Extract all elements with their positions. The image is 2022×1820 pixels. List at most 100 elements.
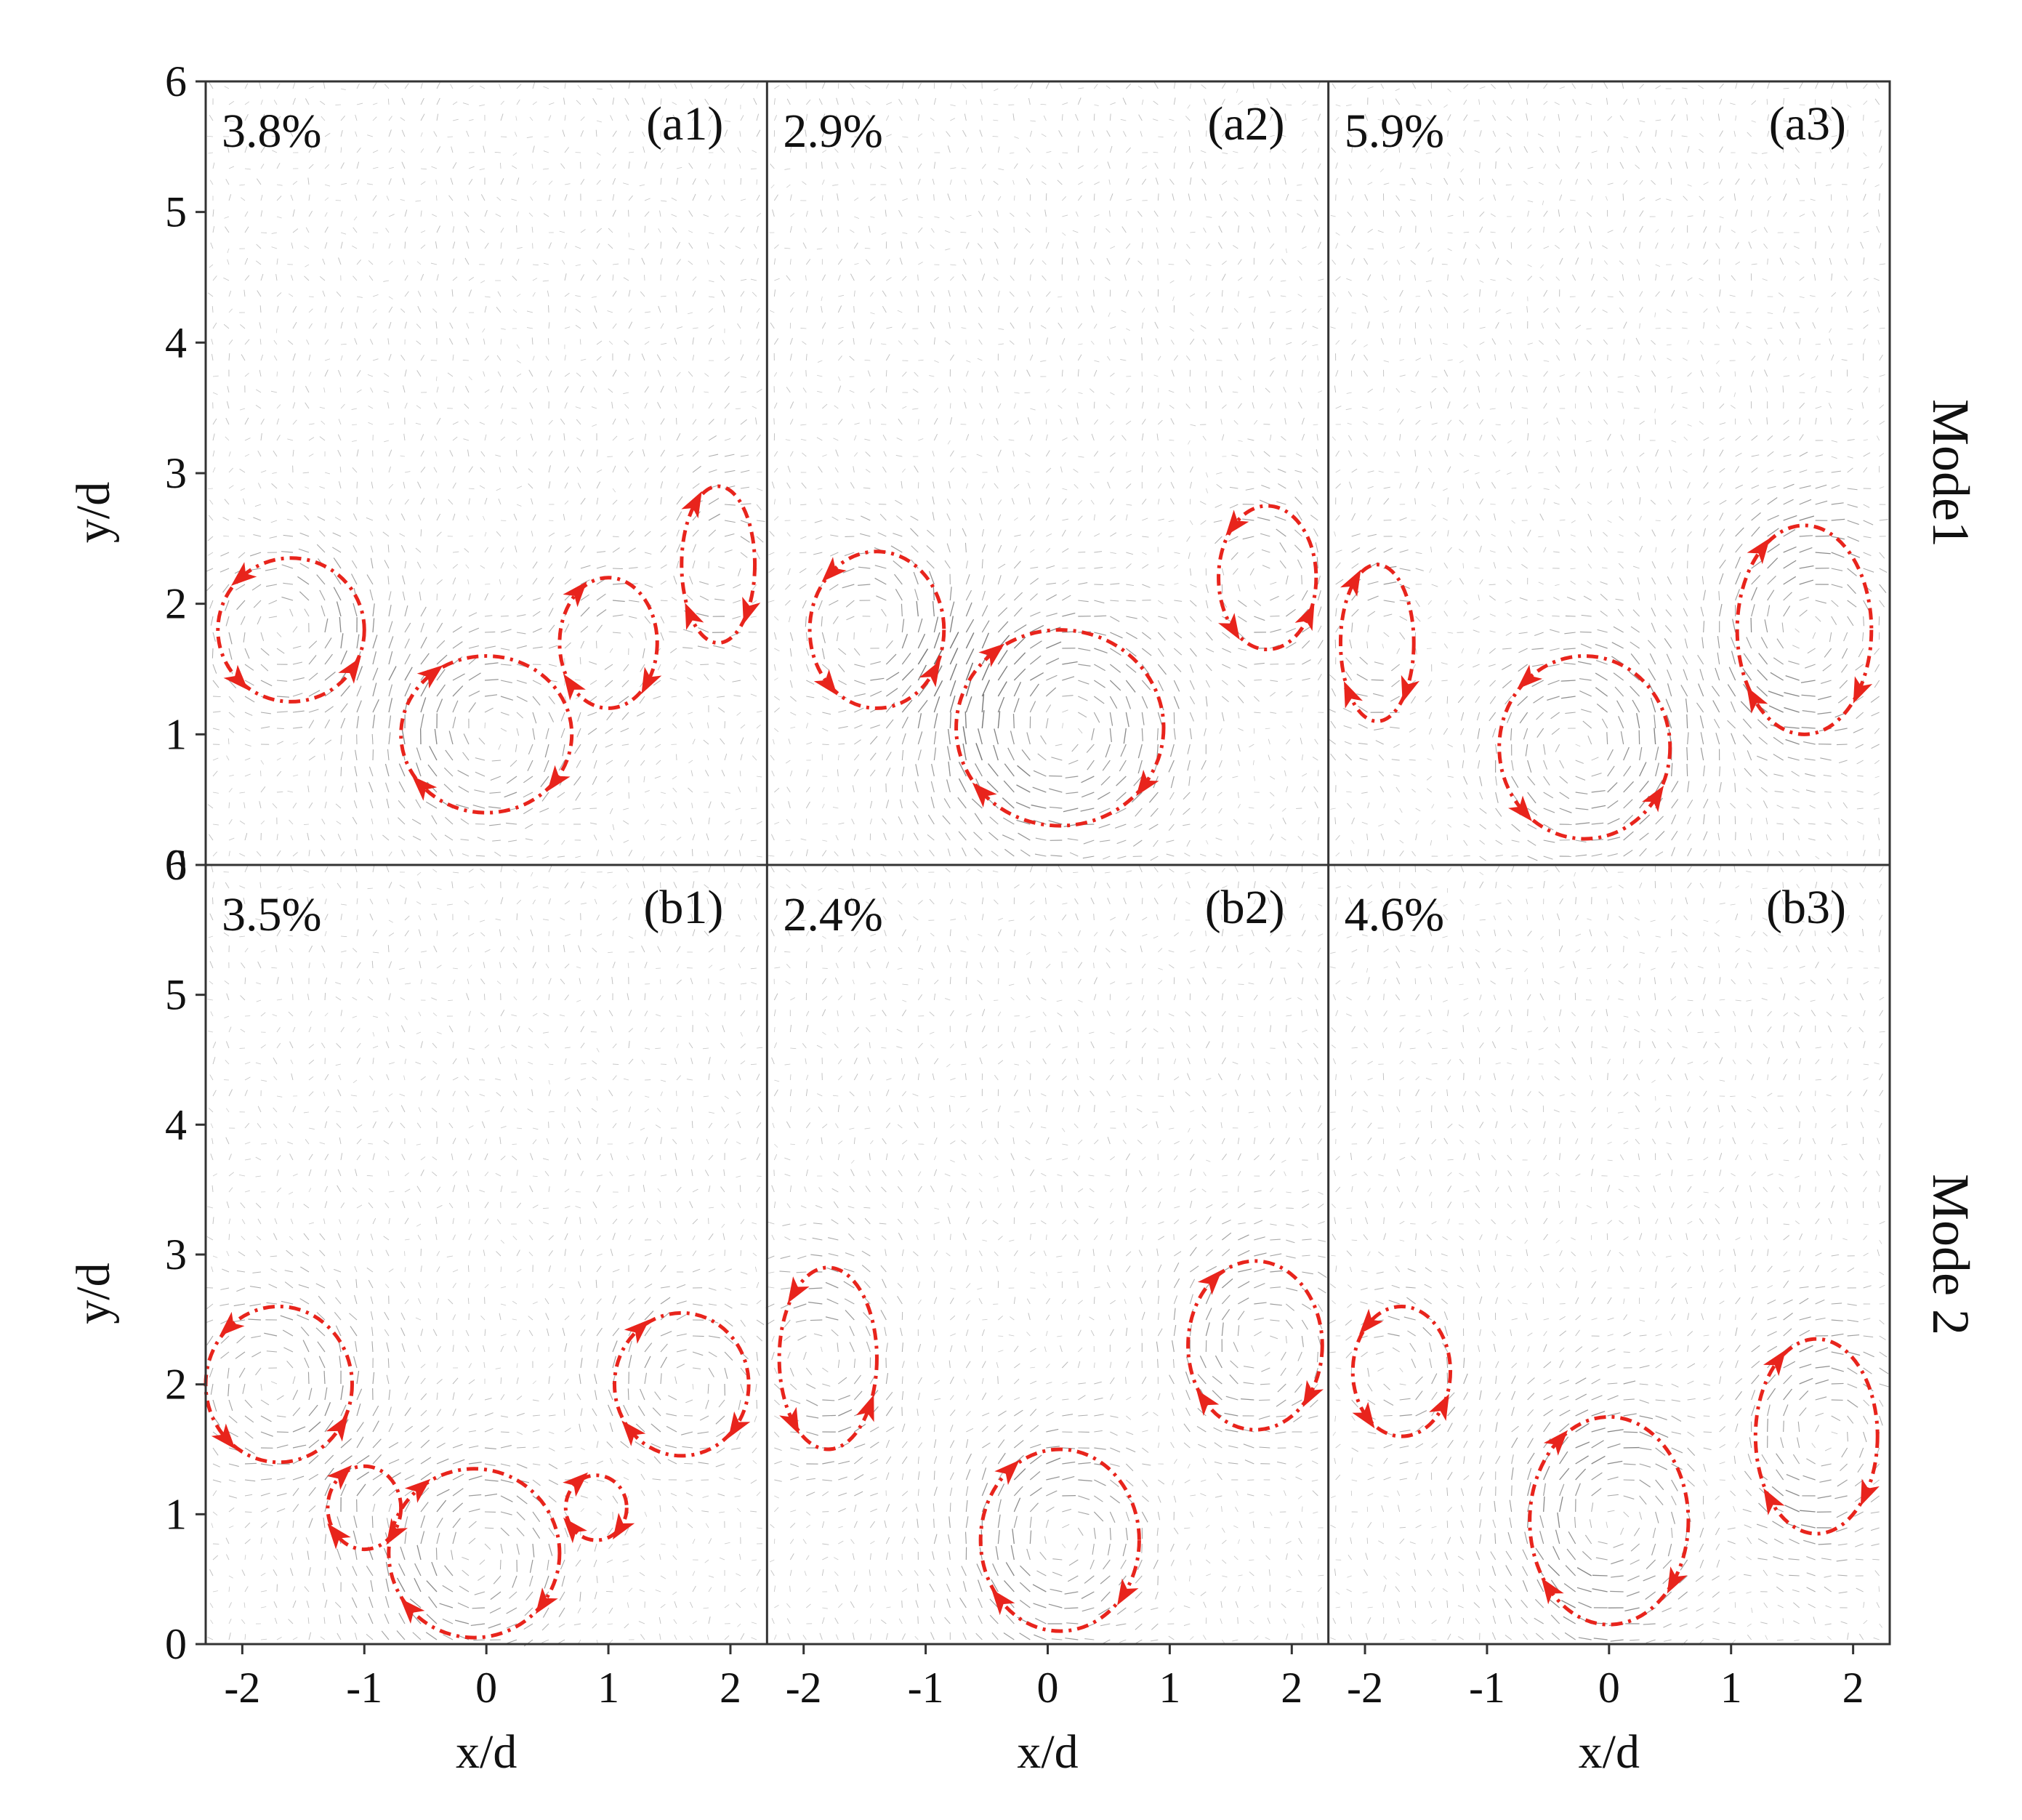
velocity-vector bbox=[1799, 547, 1813, 553]
velocity-vector bbox=[445, 749, 454, 761]
velocity-vector bbox=[1815, 417, 1817, 425]
velocity-vector bbox=[1815, 616, 1821, 622]
velocity-vector bbox=[516, 595, 523, 601]
velocity-vector bbox=[1009, 291, 1015, 297]
velocity-vector bbox=[1511, 420, 1515, 425]
velocity-vector bbox=[1358, 706, 1368, 713]
velocity-vector bbox=[1729, 102, 1736, 105]
velocity-vector bbox=[885, 385, 887, 393]
velocity-vector bbox=[1770, 672, 1784, 681]
velocity-vector bbox=[949, 712, 951, 729]
velocity-vector bbox=[895, 454, 903, 457]
velocity-vector bbox=[756, 113, 760, 121]
velocity-vector bbox=[1158, 518, 1164, 521]
velocity-vector bbox=[1619, 260, 1624, 265]
velocity-vector bbox=[732, 680, 741, 682]
velocity-vector bbox=[789, 194, 792, 201]
velocity-vector bbox=[475, 757, 486, 761]
velocity-vector bbox=[1253, 162, 1258, 169]
velocity-vector bbox=[1703, 589, 1706, 601]
velocity-vector bbox=[1698, 84, 1704, 89]
velocity-vector bbox=[1543, 422, 1549, 425]
velocity-vector bbox=[1126, 83, 1132, 89]
velocity-vector bbox=[212, 632, 216, 642]
velocity-vector bbox=[1651, 370, 1656, 377]
velocity-vector bbox=[1125, 712, 1129, 728]
velocity-vector bbox=[1205, 488, 1209, 494]
velocity-vector bbox=[575, 855, 581, 858]
velocity-vector bbox=[209, 834, 214, 841]
velocity-vector bbox=[724, 504, 736, 506]
velocity-vector bbox=[800, 327, 807, 329]
velocity-vector bbox=[516, 211, 519, 217]
velocity-vector bbox=[1847, 456, 1853, 459]
velocity-vector bbox=[1559, 179, 1563, 185]
velocity-vector bbox=[1346, 104, 1352, 106]
velocity-vector bbox=[932, 512, 935, 521]
velocity-vector bbox=[1575, 744, 1581, 747]
velocity-vector bbox=[543, 150, 549, 153]
velocity-vector bbox=[255, 405, 262, 409]
velocity-vector bbox=[452, 466, 456, 473]
velocity-vector bbox=[1757, 719, 1768, 729]
velocity-vector bbox=[356, 259, 361, 265]
velocity-vector bbox=[822, 839, 828, 842]
velocity-vector bbox=[1062, 232, 1066, 236]
velocity-vector bbox=[643, 146, 645, 153]
velocity-vector bbox=[388, 483, 394, 489]
velocity-vector bbox=[884, 194, 887, 201]
velocity-vector bbox=[273, 339, 278, 345]
velocity-vector bbox=[870, 312, 875, 315]
velocity-vector bbox=[821, 803, 825, 809]
velocity-vector bbox=[1154, 321, 1159, 329]
velocity-vector bbox=[612, 97, 615, 105]
velocity-vector bbox=[756, 520, 765, 522]
velocity-vector bbox=[933, 632, 940, 649]
velocity-vector bbox=[898, 209, 903, 217]
velocity-vector bbox=[1495, 424, 1501, 426]
velocity-vector bbox=[1409, 712, 1416, 715]
velocity-vector bbox=[786, 552, 791, 557]
velocity-vector bbox=[1682, 358, 1688, 361]
velocity-vector bbox=[1363, 452, 1368, 457]
velocity-vector bbox=[209, 264, 214, 268]
velocity-vector bbox=[708, 419, 714, 425]
velocity-vector bbox=[837, 83, 839, 89]
velocity-vector bbox=[1536, 712, 1544, 720]
velocity-vector bbox=[912, 388, 919, 393]
velocity-vector bbox=[770, 322, 775, 329]
velocity-vector bbox=[291, 242, 294, 249]
velocity-vector bbox=[1062, 709, 1068, 713]
velocity-vector bbox=[564, 624, 570, 633]
velocity-vector bbox=[676, 560, 680, 569]
velocity-vector bbox=[324, 801, 327, 809]
velocity-vector bbox=[915, 241, 919, 249]
velocity-vector bbox=[1488, 664, 1496, 667]
velocity-vector bbox=[1250, 839, 1254, 845]
velocity-vector bbox=[1298, 84, 1302, 89]
velocity-vector bbox=[658, 228, 661, 233]
velocity-vector bbox=[468, 166, 475, 169]
velocity-vector bbox=[1733, 768, 1736, 777]
velocity-vector bbox=[1879, 243, 1882, 249]
velocity-vector bbox=[1116, 792, 1127, 802]
velocity-vector bbox=[933, 417, 938, 425]
velocity-vector bbox=[1605, 449, 1608, 457]
velocity-vector bbox=[882, 290, 887, 297]
velocity-vector bbox=[333, 557, 342, 569]
velocity-vector bbox=[319, 406, 326, 409]
velocity-vector bbox=[1590, 371, 1592, 377]
velocity-vector bbox=[1002, 834, 1015, 841]
velocity-vector bbox=[1077, 323, 1082, 329]
velocity-vector bbox=[1364, 344, 1368, 347]
velocity-vector bbox=[1873, 278, 1880, 281]
velocity-vector bbox=[480, 451, 486, 457]
velocity-vector bbox=[1097, 792, 1111, 800]
velocity-vector bbox=[800, 424, 807, 426]
velocity-vector bbox=[543, 213, 549, 217]
velocity-vector bbox=[593, 387, 597, 393]
velocity-vector bbox=[1399, 616, 1408, 621]
velocity-vector bbox=[403, 259, 406, 265]
velocity-vector bbox=[1871, 712, 1880, 717]
velocity-vector bbox=[404, 275, 408, 281]
